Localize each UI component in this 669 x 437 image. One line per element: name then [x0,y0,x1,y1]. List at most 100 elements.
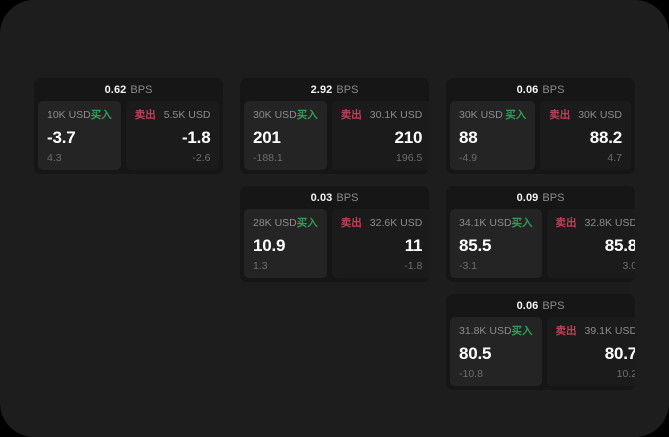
buy-quantity: 30K USD [459,108,503,121]
sell-tag[interactable]: 卖出 [340,217,362,229]
sell-side-panel[interactable]: 卖出 5.5K USD -1.8 -2.6 [125,101,220,170]
sell-side-panel[interactable]: 卖出 30.1K USD 210 196.5 [331,101,429,170]
buy-price: 80.5 [459,343,492,363]
sell-price: -1.8 [181,127,211,147]
sell-quantity: 5.5K USD [163,108,211,121]
buy-side-panel[interactable]: 34.1K USD 买入 85.5 -3.1 [450,209,542,278]
buy-side-panel[interactable]: 31.8K USD 买入 80.5 -10.8 [450,317,542,386]
sell-tag[interactable]: 卖出 [134,109,156,121]
quote-card[interactable]: 0.62 BPS 10K USD 买入 -3.7 4.3 卖出 5.5K USD -1.8 -2.… [34,78,223,174]
quote-card[interactable]: 0.06 BPS 31.8K USD 买入 80.5 -10.8 卖出 39.1K USD 80… [446,294,635,390]
buy-quantity: 10K USD [47,108,91,121]
buy-side-panel[interactable]: 30K USD 买入 88 -4.9 [450,101,536,170]
buy-tag[interactable]: 买入 [296,109,318,121]
quote-card[interactable]: 2.92 BPS 30K USD 买入 201 -188.1 卖出 30.1K USD 210 1… [240,78,429,174]
buy-quantity: 30K USD [253,108,297,121]
buy-sub-value: 1.3 [253,260,268,272]
quote-card[interactable]: 0.06 BPS 30K USD 买入 88 -4.9 卖出 30K USD 88.2 4.7 [446,78,635,174]
sell-sub-value: -1.8 [404,260,423,272]
quote-card-placeholder [34,186,223,282]
sell-quantity: 32.6K USD [369,216,423,229]
bps-unit-label: BPS [542,299,565,312]
bps-value: 0.09 [516,191,539,204]
sell-quantity: 32.8K USD [584,216,635,229]
sell-quantity: 30.1K USD [369,108,423,121]
buy-sub-value: -188.1 [253,152,283,164]
buy-side-header: 31.8K USD 买入 [459,324,533,338]
bps-unit-label: BPS [336,191,359,204]
sell-side-panel[interactable]: 卖出 32.6K USD 11 -1.8 [331,209,429,278]
buy-side-panel[interactable]: 28K USD 买入 10.9 1.3 [244,209,327,278]
card-header: 0.09 BPS [446,186,635,209]
buy-side-header: 30K USD 买入 [253,108,318,122]
quote-card[interactable]: 0.09 BPS 34.1K USD 买入 85.5 -3.1 卖出 32.8K USD 85.… [446,186,635,282]
card-body: 30K USD 买入 88 -4.9 卖出 30K USD 88.2 4.7 [446,101,635,174]
bps-value: 2.92 [310,83,333,96]
sell-sub-value: 4.7 [607,152,622,164]
sell-tag[interactable]: 卖出 [555,217,577,229]
bps-value: 0.62 [104,83,127,96]
buy-side-panel[interactable]: 10K USD 买入 -3.7 4.3 [38,101,121,170]
sell-sub-value: 3.0 [622,260,635,272]
buy-quantity: 31.8K USD [459,324,512,337]
buy-side-header: 10K USD 买入 [47,108,112,122]
buy-side-header: 28K USD 买入 [253,216,318,230]
quote-card-placeholder [34,294,223,390]
bps-value: 0.06 [516,83,539,96]
buy-sub-value: -4.9 [459,152,478,164]
sell-side-header: 卖出 5.5K USD [134,108,211,122]
card-body: 34.1K USD 买入 85.5 -3.1 卖出 32.8K USD 85.8 3.0 [446,209,635,282]
sell-side-header: 卖出 30K USD [549,108,622,122]
card-body: 31.8K USD 买入 80.5 -10.8 卖出 39.1K USD 80.7 10.2 [446,317,635,390]
buy-quantity: 34.1K USD [459,216,512,229]
quote-card[interactable]: 0.03 BPS 28K USD 买入 10.9 1.3 卖出 32.6K USD 11 -1.8 [240,186,429,282]
card-body: 30K USD 买入 201 -188.1 卖出 30.1K USD 210 196.5 [240,101,429,174]
sell-price: 210 [394,127,423,147]
bps-unit-label: BPS [336,83,359,96]
buy-tag[interactable]: 买入 [505,109,527,121]
buy-price: 88 [459,127,478,147]
bps-unit-label: BPS [130,83,153,96]
bps-unit-label: BPS [542,83,565,96]
buy-quantity: 28K USD [253,216,297,229]
sell-quantity: 39.1K USD [584,324,635,337]
sell-sub-value: -2.6 [192,152,211,164]
sell-side-header: 卖出 32.8K USD [555,216,635,230]
card-header: 0.62 BPS [34,78,223,101]
buy-side-panel[interactable]: 30K USD 买入 201 -188.1 [244,101,327,170]
buy-sub-value: -3.1 [459,260,478,272]
sell-tag[interactable]: 卖出 [549,109,571,121]
sell-tag[interactable]: 卖出 [340,109,362,121]
card-header: 0.06 BPS [446,78,635,101]
buy-price: -3.7 [47,127,76,147]
sell-sub-value: 10.2 [616,368,635,380]
buy-price: 10.9 [253,235,286,255]
buy-sub-value: 4.3 [47,152,62,164]
buy-tag[interactable]: 买入 [90,109,112,121]
bps-value: 0.03 [310,191,333,204]
card-header: 2.92 BPS [240,78,429,101]
card-header: 0.03 BPS [240,186,429,209]
quote-card-placeholder [240,294,429,390]
buy-tag[interactable]: 买入 [511,217,533,229]
sell-side-header: 卖出 32.6K USD [340,216,423,230]
sell-side-header: 卖出 30.1K USD [340,108,423,122]
card-header: 0.06 BPS [446,294,635,317]
sell-side-panel[interactable]: 卖出 32.8K USD 85.8 3.0 [546,209,635,278]
card-body: 28K USD 买入 10.9 1.3 卖出 32.6K USD 11 -1.8 [240,209,429,282]
sell-side-panel[interactable]: 卖出 30K USD 88.2 4.7 [540,101,631,170]
sell-price: 11 [404,235,423,255]
buy-tag[interactable]: 买入 [511,325,533,337]
sell-price: 85.8 [604,235,635,255]
sell-side-panel[interactable]: 卖出 39.1K USD 80.7 10.2 [546,317,635,386]
bps-unit-label: BPS [542,191,565,204]
buy-side-header: 30K USD 买入 [459,108,527,122]
buy-tag[interactable]: 买入 [296,217,318,229]
sell-tag[interactable]: 卖出 [555,325,577,337]
sell-side-header: 卖出 39.1K USD [555,324,635,338]
buy-price: 85.5 [459,235,492,255]
quote-card-grid: 0.62 BPS 10K USD 买入 -3.7 4.3 卖出 5.5K USD -1.8 -2.… [34,78,635,390]
sell-price: 88.2 [589,127,622,147]
sell-sub-value: 196.5 [396,152,423,164]
